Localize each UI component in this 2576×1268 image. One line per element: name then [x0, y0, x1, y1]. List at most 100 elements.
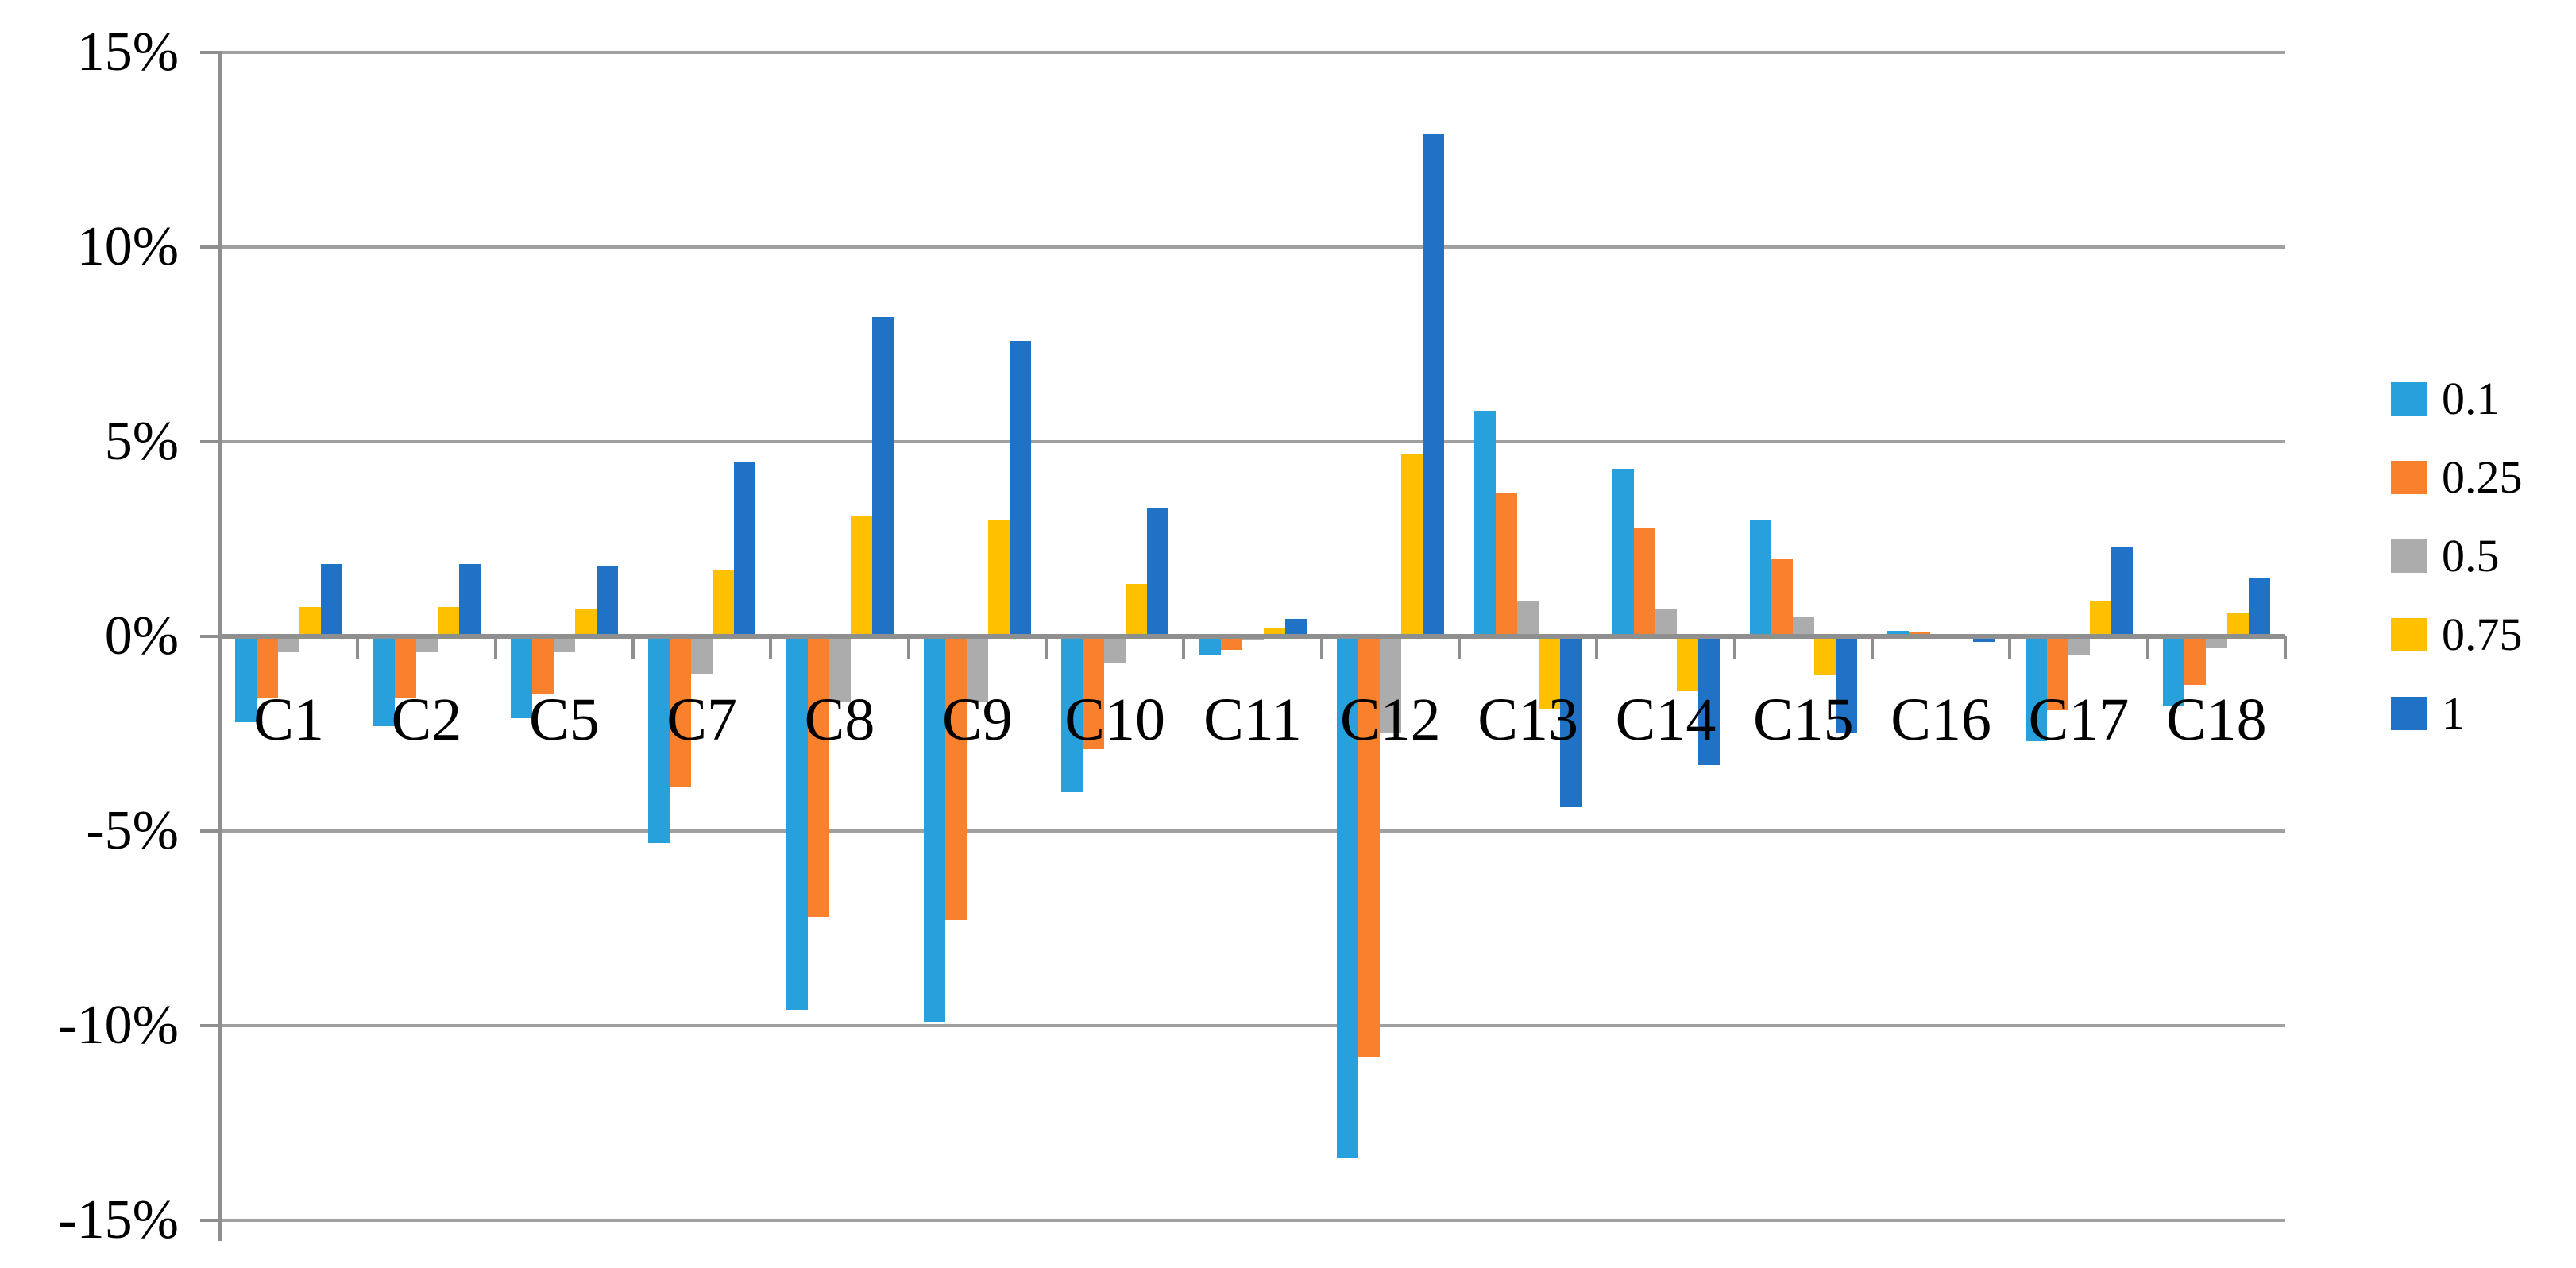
legend-label: 0.25: [2442, 451, 2523, 503]
y-axis-tick: [200, 440, 220, 444]
y-axis-tick: [200, 1023, 220, 1027]
x-axis-tick: [2145, 636, 2149, 659]
legend-item-0.25: 0.25: [2391, 451, 2576, 503]
bar-1-C17: [2111, 547, 2133, 636]
bar-0.25-C14: [1633, 527, 1655, 636]
bar-0.5-C2: [415, 636, 438, 652]
x-axis-tick: [1595, 636, 1599, 659]
x-axis-tick: [1319, 636, 1323, 659]
x-axis-tick: [2284, 636, 2287, 659]
bar-0.25-C15: [1771, 559, 1793, 636]
legend-label: 0.5: [2442, 530, 2500, 582]
bar-0.1-C15: [1749, 520, 1771, 636]
legend-swatch-0.5: [2391, 539, 2427, 573]
bar-0.25-C5: [531, 636, 554, 695]
bar-0.25-C1: [257, 636, 279, 699]
x-axis-category-label: C11: [1203, 686, 1302, 753]
x-axis-category-label: C1: [253, 686, 325, 753]
bar-1-C5: [596, 566, 618, 636]
bar-0.1-C10: [1061, 636, 1083, 792]
x-axis-tick: [493, 636, 497, 659]
legend-item-1: 1: [2391, 687, 2576, 739]
y-axis-tick: [200, 245, 220, 249]
legend-item-0.5: 0.5: [2391, 530, 2576, 582]
bar-1-C2: [458, 564, 481, 636]
bar-1-C15: [1835, 636, 1857, 734]
x-axis-category-label: C12: [1339, 686, 1441, 753]
x-axis-tick: [906, 636, 910, 659]
gridline-10%: [220, 245, 2285, 249]
bar-0.5-C15: [1792, 617, 1814, 636]
y-axis-label: -5%: [86, 799, 179, 861]
bar-0.5-C8: [828, 636, 851, 703]
bar-0.75-C14: [1676, 636, 1698, 691]
y-axis-tick: [200, 829, 220, 833]
bar-0.1-C17: [2025, 636, 2047, 742]
x-axis-line: [220, 634, 2285, 639]
bar-0.1-C7: [648, 636, 670, 843]
x-axis-category-label: C17: [2028, 686, 2130, 753]
y-axis-label: 5%: [104, 411, 179, 473]
bar-1-C13: [1560, 636, 1582, 808]
bar-0.75-C10: [1126, 583, 1148, 636]
bar-0.25-C8: [807, 636, 829, 917]
x-axis-tick: [769, 636, 773, 659]
y-axis-tick: [200, 51, 220, 55]
bar-0.5-C9: [966, 636, 988, 703]
bar-0.75-C13: [1539, 636, 1561, 709]
bar-0.1-C8: [786, 636, 808, 1011]
y-axis-label: 0%: [104, 605, 179, 667]
x-axis-tick: [631, 636, 635, 659]
bar-0.75-C7: [713, 570, 735, 636]
legend-label: 1: [2442, 687, 2465, 739]
legend-label: 0.75: [2442, 609, 2523, 660]
bar-0.25-C11: [1220, 636, 1242, 651]
bar-0.1-C2: [373, 636, 395, 726]
bar-0.1-C12: [1336, 636, 1358, 1158]
bar-1-C7: [734, 461, 756, 636]
bar-0.75-C17: [2089, 601, 2111, 636]
legend-swatch-0.25: [2391, 461, 2427, 494]
legend-item-0.75: 0.75: [2391, 609, 2576, 660]
x-axis-tick: [1871, 636, 1874, 659]
bar-0.5-C18: [2205, 636, 2227, 648]
gridline--10%: [220, 1023, 2285, 1027]
x-axis-category-label: C10: [1064, 686, 1166, 753]
bar-0.1-C5: [510, 636, 532, 718]
bar-0.25-C9: [944, 636, 967, 921]
y-axis-tick: [200, 1218, 220, 1222]
legend-label: 0.1: [2442, 373, 2500, 424]
bar-0.1-C11: [1199, 636, 1221, 656]
bar-0.5-C1: [278, 636, 300, 652]
bar-0.1-C16: [1887, 630, 1910, 636]
x-axis-category-label: C16: [1890, 686, 1992, 753]
bar-1-C12: [1422, 134, 1444, 636]
x-axis-tick: [218, 636, 222, 659]
bar-0.1-C1: [235, 636, 257, 722]
gridline--5%: [220, 829, 2285, 833]
bar-0.1-C13: [1474, 410, 1497, 636]
bar-0.1-C9: [923, 636, 945, 1022]
x-axis-tick: [2008, 636, 2012, 659]
y-axis-label: 15%: [76, 21, 179, 83]
y-axis-label: 10%: [76, 216, 179, 278]
bar-0.75-C8: [850, 516, 872, 636]
bar-1-C1: [321, 564, 343, 636]
gridline-15%: [220, 51, 2285, 55]
bar-0.25-C13: [1496, 492, 1518, 636]
bar-0.75-C5: [574, 609, 597, 636]
x-axis-tick: [1045, 636, 1048, 659]
x-axis-category-label: C2: [391, 686, 462, 753]
bar-1-C11: [1284, 618, 1307, 636]
bar-1-C10: [1147, 508, 1169, 636]
x-axis-category-label: C7: [666, 686, 738, 753]
bar-0.5-C13: [1517, 601, 1539, 636]
x-axis-category-label: C18: [2165, 686, 2267, 753]
y-axis-tick: [200, 635, 220, 638]
x-axis-category-label: C15: [1752, 686, 1854, 753]
bar-0.75-C2: [437, 607, 459, 636]
bar-1-C18: [2248, 578, 2270, 636]
x-axis-tick: [1182, 636, 1186, 659]
gridline--15%: [220, 1218, 2285, 1222]
